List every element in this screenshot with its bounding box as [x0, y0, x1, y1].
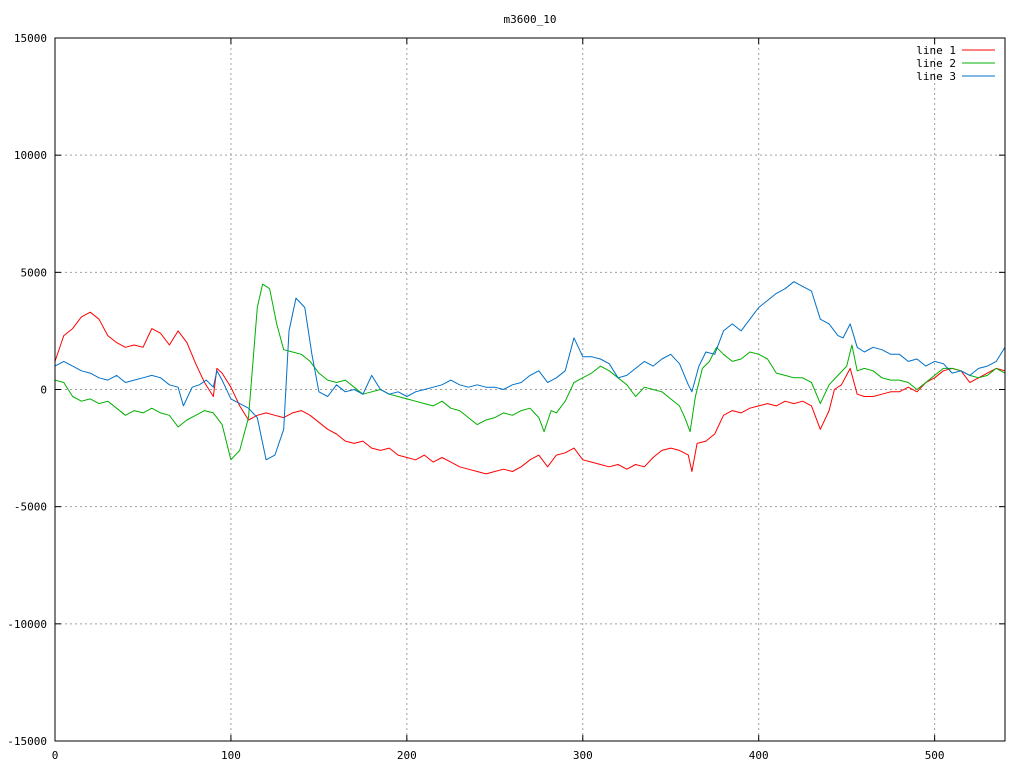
legend-label: line 2: [916, 57, 956, 70]
grid: [55, 38, 1005, 741]
x-tick-label: 400: [749, 749, 769, 762]
legend-label: line 3: [916, 70, 956, 83]
series-line-2: [54, 283, 1006, 461]
x-tick-label: 200: [397, 749, 417, 762]
legend-label: line 1: [916, 44, 956, 57]
y-tick-label: 10000: [14, 149, 47, 162]
y-tick-label: 5000: [21, 266, 48, 279]
series-line-1: [54, 311, 1006, 475]
series-group: [54, 281, 1006, 475]
y-tick-label: 15000: [14, 32, 47, 45]
chart-title: m3600_10: [504, 13, 557, 26]
y-tick-label: -15000: [7, 735, 47, 748]
series-line-3: [54, 281, 1006, 461]
plot-frame: [54, 37, 1006, 742]
axis-ticks: 0 100 200 300 400 500 -15000 -10000 -5000 0 5000 10…: [7, 32, 1005, 762]
x-tick-label: 300: [573, 749, 593, 762]
x-tick-label: 100: [221, 749, 241, 762]
y-tick-label: -5000: [14, 501, 47, 514]
x-tick-label: 500: [925, 749, 945, 762]
y-tick-label: 0: [40, 384, 47, 397]
x-tick-label: 0: [52, 749, 59, 762]
y-tick-label: -10000: [7, 618, 47, 631]
